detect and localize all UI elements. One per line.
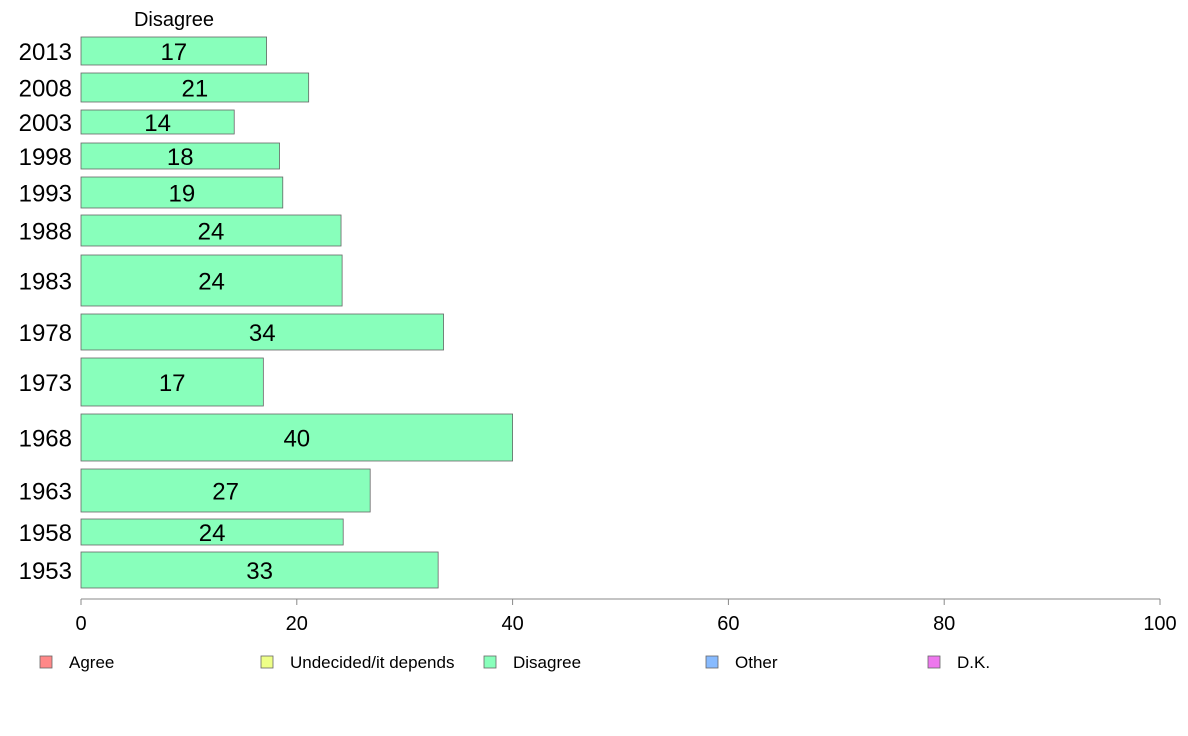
x-tick-label-60: 60 (717, 613, 739, 635)
year-label-2003: 2003 (19, 110, 72, 137)
bar-2008 (80, 72, 310, 103)
year-label-1968: 1968 (19, 426, 72, 453)
bar-1978 (80, 313, 444, 351)
bar-value-label-1983: 24 (198, 269, 225, 296)
legend-label-0: Agree (69, 653, 114, 672)
bar-1953 (80, 551, 439, 589)
bar-1993 (80, 176, 284, 209)
legend: Agree Undecided/it depends Disagree Other D.… (39, 653, 990, 672)
year-label-2013: 2013 (19, 39, 72, 66)
bar-value-label-1973: 17 (159, 370, 186, 397)
bar-2013 (80, 36, 267, 66)
bar-value-label-1958: 24 (199, 520, 226, 547)
bar-1968 (80, 413, 514, 462)
legend-label-4: D.K. (957, 653, 990, 672)
bar-1973 (80, 357, 264, 407)
legend-swatch-3 (705, 655, 719, 669)
legend-swatch-1 (260, 655, 274, 669)
bar-value-label-1988: 24 (198, 219, 225, 246)
bar-value-label-1993: 19 (169, 181, 196, 208)
bar-value-label-1978: 34 (249, 320, 276, 347)
bar-value-label-1998: 18 (167, 144, 194, 171)
legend-swatch-2 (483, 655, 497, 669)
x-axis-ticks: 0 20 40 60 80 100 (75, 599, 1177, 635)
bar-1958 (80, 518, 344, 546)
year-label-1983: 1983 (19, 269, 72, 296)
x-tick-label-80: 80 (933, 613, 955, 635)
bar-1998 (80, 142, 280, 170)
year-label-1973: 1973 (19, 370, 72, 397)
year-label-1963: 1963 (19, 479, 72, 506)
legend-label-2: Disagree (513, 653, 581, 672)
bar-1988 (80, 214, 342, 247)
legend-swatch-0 (39, 655, 53, 669)
year-label-1998: 1998 (19, 144, 72, 171)
legend-label-1: Undecided/it depends (290, 653, 454, 672)
bar-value-label-2003: 14 (144, 110, 171, 137)
x-tick-label-100: 100 (1143, 613, 1176, 635)
bar-value-label-2008: 21 (181, 76, 208, 103)
year-label-1993: 1993 (19, 181, 72, 208)
legend-swatch-4 (927, 655, 941, 669)
bar-value-label-1963: 27 (212, 479, 239, 506)
bar-value-label-1968: 40 (283, 426, 310, 453)
bar-group: 2013 17 2008 21 2003 14 1998 18 1993 19 1988 24 1983… (19, 36, 514, 589)
x-tick-label-40: 40 (501, 613, 523, 635)
bar-value-label-2013: 17 (160, 39, 187, 66)
x-tick-label-20: 20 (286, 613, 308, 635)
x-tick-label-0: 0 (75, 613, 86, 635)
year-label-1978: 1978 (19, 320, 72, 347)
legend-label-3: Other (735, 653, 778, 672)
year-label-1958: 1958 (19, 520, 72, 547)
bar-1983 (80, 254, 343, 307)
bar-value-label-1953: 33 (246, 558, 273, 585)
year-label-2008: 2008 (19, 76, 72, 103)
year-label-1988: 1988 (19, 219, 72, 246)
bar-1963 (80, 468, 371, 513)
year-label-1953: 1953 (19, 558, 72, 585)
bar-2003 (80, 109, 235, 135)
chart-title: Disagree (134, 9, 214, 31)
